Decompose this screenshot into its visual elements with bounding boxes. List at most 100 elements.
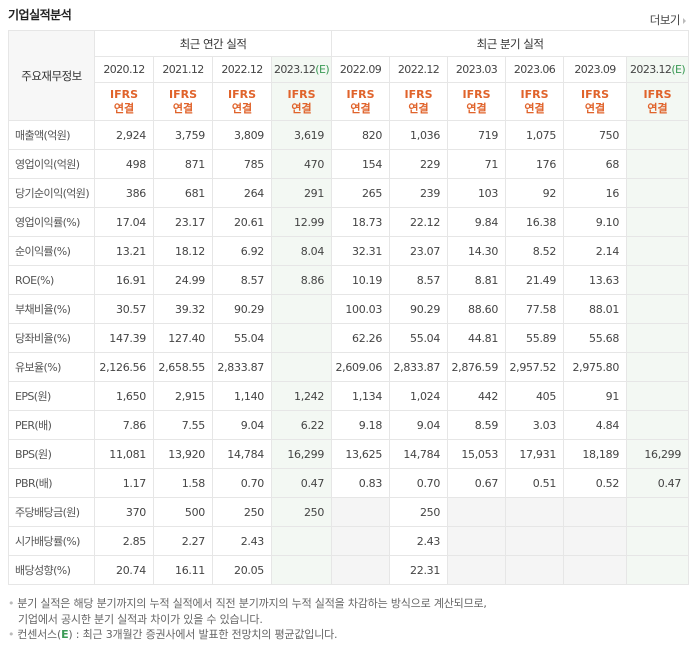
table-cell xyxy=(626,236,690,266)
table-cell xyxy=(331,555,391,585)
table-cell xyxy=(626,265,690,295)
table-cell: 18,189 xyxy=(563,439,628,469)
table-cell: 103 xyxy=(447,178,507,208)
table-cell: 14,784 xyxy=(389,439,449,469)
table-cell: 0.52 xyxy=(563,468,628,498)
period-header: 2023.12(E) xyxy=(270,56,333,83)
note-quarterly: • 분기 실적은 해당 분기까지의 누적 실적에서 직전 분기까지의 누적 실적을… xyxy=(8,597,487,610)
table-cell xyxy=(626,381,690,411)
table-cell xyxy=(626,352,690,382)
table-cell: 39.32 xyxy=(153,294,213,324)
table-cell: 8.86 xyxy=(270,265,333,295)
table-cell: 9.84 xyxy=(447,207,507,237)
estimate-badge: (E) xyxy=(315,63,330,76)
table-cell: 3,759 xyxy=(153,120,213,150)
table-cell: 229 xyxy=(389,149,449,179)
table-cell xyxy=(331,497,391,527)
table-cell: 2,975.80 xyxy=(563,352,628,382)
table-cell: 2,915 xyxy=(153,381,213,411)
table-cell: 2,833.87 xyxy=(389,352,449,382)
table-cell: 17.04 xyxy=(94,207,154,237)
period-header: 2022.09 xyxy=(331,56,391,83)
table-cell: 13.63 xyxy=(563,265,628,295)
table-cell: 14.30 xyxy=(447,236,507,266)
table-cell xyxy=(270,526,333,556)
period-header: 2022.12 xyxy=(212,56,272,83)
table-cell xyxy=(505,526,565,556)
table-row: 부채비율(%) 30.57 39.32 90.29 100.03 90.29 88.60 77… xyxy=(8,294,690,324)
table-row: EPS(원) 1,650 2,915 1,140 1,242 1,134 1,024 442 4… xyxy=(8,381,690,411)
table-cell: 8.81 xyxy=(447,265,507,295)
table-cell: 12.99 xyxy=(270,207,333,237)
financial-table: 주요재무정보 최근 연간 실적 최근 분기 실적 2020.12 2021.12 2… xyxy=(8,30,690,585)
table-cell: 2.27 xyxy=(153,526,213,556)
more-link[interactable]: 더보기 xyxy=(650,12,686,28)
table-cell: 55.89 xyxy=(505,323,565,353)
table-cell: 62.26 xyxy=(331,323,391,353)
table-cell: 2,957.52 xyxy=(505,352,565,382)
table-cell: 18.12 xyxy=(153,236,213,266)
table-cell: 250 xyxy=(270,497,333,527)
table-cell: 265 xyxy=(331,178,391,208)
row-label: PER(배) xyxy=(8,410,95,440)
row-label: 유보율(%) xyxy=(8,352,95,382)
table-cell: 32.31 xyxy=(331,236,391,266)
table-row: PBR(배) 1.17 1.58 0.70 0.47 0.83 0.70 0.67 0.51 0.… xyxy=(8,468,690,498)
basis-header: IFRS 연결 xyxy=(505,82,565,121)
table-cell: 498 xyxy=(94,149,154,179)
table-cell: 291 xyxy=(270,178,333,208)
table-cell: 1,134 xyxy=(331,381,391,411)
table-cell: 22.31 xyxy=(389,555,449,585)
table-cell xyxy=(626,497,690,527)
row-header: 주요재무정보 xyxy=(8,30,95,121)
table-cell xyxy=(563,526,628,556)
table-row: 당좌비율(%) 147.39 127.40 55.04 62.26 55.04 44.81 5… xyxy=(8,323,690,353)
row-label: ROE(%) xyxy=(8,265,95,295)
period-header: 2020.12 xyxy=(94,56,154,83)
table-cell: 17,931 xyxy=(505,439,565,469)
group-quarterly: 최근 분기 실적 xyxy=(331,30,690,57)
table-cell: 7.55 xyxy=(153,410,213,440)
row-label: PBR(배) xyxy=(8,468,95,498)
table-cell: 91 xyxy=(563,381,628,411)
table-cell xyxy=(270,323,333,353)
table-cell xyxy=(626,410,690,440)
table-cell xyxy=(626,323,690,353)
table-cell: 23.17 xyxy=(153,207,213,237)
table-cell: 13.21 xyxy=(94,236,154,266)
table-cell xyxy=(447,555,507,585)
table-cell: 100.03 xyxy=(331,294,391,324)
period-header: 2023.09 xyxy=(563,56,628,83)
table-cell: 88.01 xyxy=(563,294,628,324)
basis-header: IFRS 연결 xyxy=(563,82,628,121)
table-cell: 10.19 xyxy=(331,265,391,295)
table-row: 영업이익률(%) 17.04 23.17 20.61 12.99 18.73 22.12 9.… xyxy=(8,207,690,237)
table-cell: 4.84 xyxy=(563,410,628,440)
table-row: 주당배당금(원) 370 500 250 250 250 xyxy=(8,497,690,527)
table-cell: 23.07 xyxy=(389,236,449,266)
table-cell: 871 xyxy=(153,149,213,179)
table-cell: 90.29 xyxy=(212,294,272,324)
table-row: 시가배당률(%) 2.85 2.27 2.43 2.43 xyxy=(8,526,690,556)
note-consensus: • 컨센서스(E) : 최근 3개월간 증권사에서 발표한 전망치의 평균값입니다… xyxy=(8,628,338,641)
table-cell: 1,140 xyxy=(212,381,272,411)
table-cell: 470 xyxy=(270,149,333,179)
table-cell: 2,924 xyxy=(94,120,154,150)
table-cell: 6.22 xyxy=(270,410,333,440)
table-cell: 71 xyxy=(447,149,507,179)
period-header: 2022.12 xyxy=(389,56,449,83)
row-label: 순이익률(%) xyxy=(8,236,95,266)
basis-header: IFRS 연결 xyxy=(331,82,391,121)
table-cell: 9.18 xyxy=(331,410,391,440)
table-cell: 0.70 xyxy=(389,468,449,498)
table-cell: 2,658.55 xyxy=(153,352,213,382)
table-cell: 90.29 xyxy=(389,294,449,324)
table-cell: 30.57 xyxy=(94,294,154,324)
table-cell: 250 xyxy=(212,497,272,527)
period-header: 2021.12 xyxy=(153,56,213,83)
period-header: 2023.03 xyxy=(447,56,507,83)
table-cell: 68 xyxy=(563,149,628,179)
table-cell: 9.04 xyxy=(389,410,449,440)
table-cell: 92 xyxy=(505,178,565,208)
basis-header: IFRS 연결 xyxy=(94,82,154,121)
